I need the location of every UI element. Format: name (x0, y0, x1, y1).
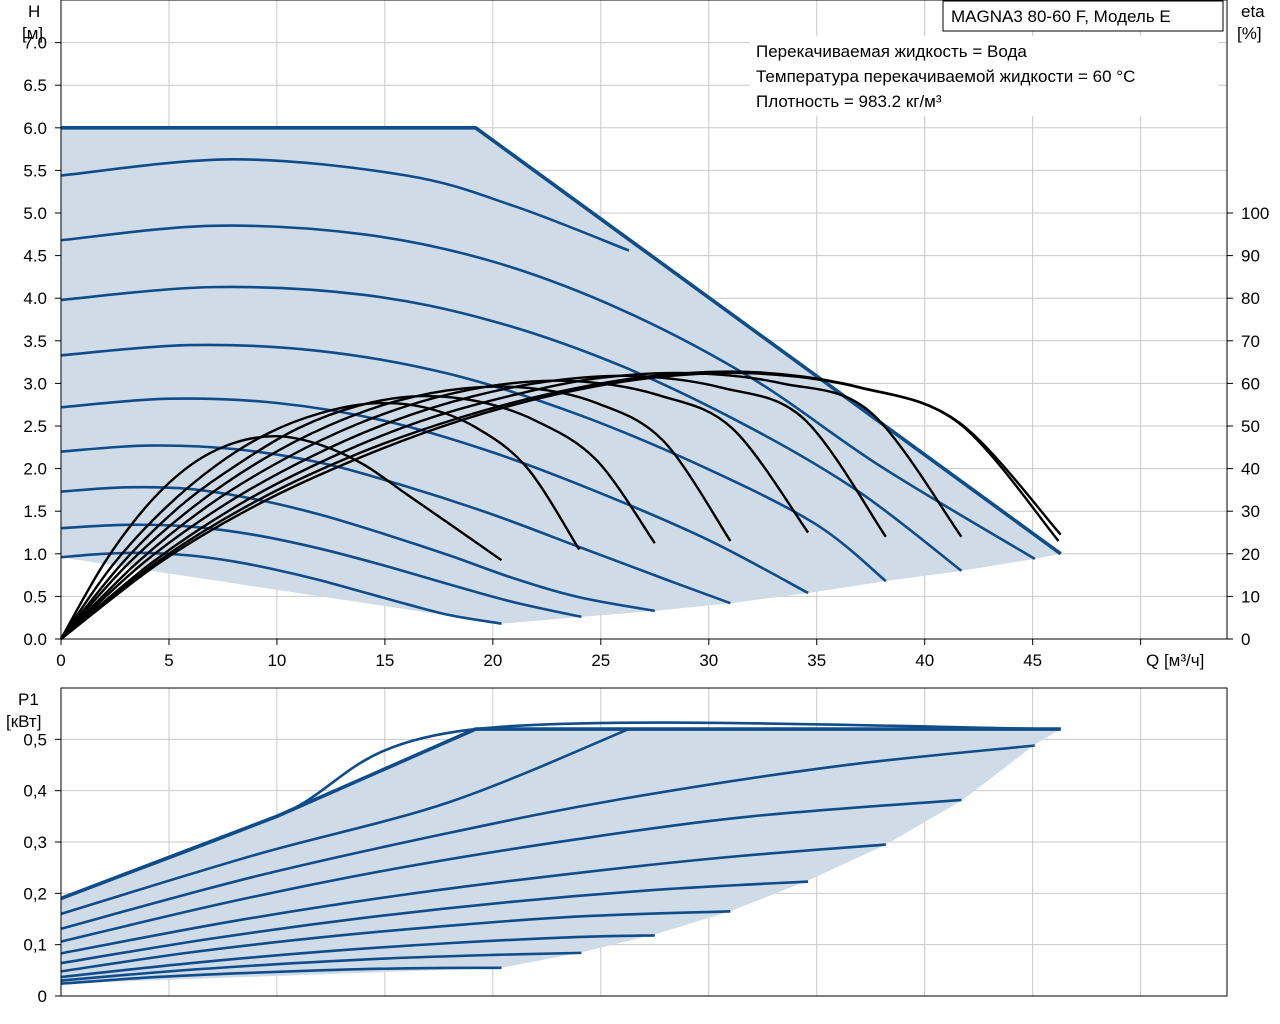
efficiency-curve (60, 370, 1062, 640)
head-chart-axes: 0 5 10 15 20 25 30 35 40 45 0.0 0.5 1.0 1.5 2.0 2.5 3.0 3… (23, 34, 1269, 670)
head-curve (60, 444, 731, 605)
efficiency-curve (60, 371, 963, 640)
y-tick-label: 5.0 (23, 204, 47, 223)
y2-tick-label: 40 (1241, 460, 1260, 479)
x-tick-label: 30 (699, 651, 718, 670)
power-curve (60, 951, 582, 982)
power-operating-area (61, 729, 1061, 984)
head-curve (60, 485, 656, 613)
y-tick-label: 4.0 (23, 289, 47, 308)
y-tick-label: 0.0 (23, 630, 47, 649)
chart-title-box: MAGNA3 80-60 F, Модель E (942, 0, 1224, 32)
power-curve (60, 934, 655, 979)
power-curve (60, 727, 630, 916)
fluid-info-box: Перекачиваемая жидкость = Вода Температу… (750, 36, 1218, 116)
density-annotation: Плотность = 983.2 кг/м³ (756, 92, 942, 111)
power-curve (60, 910, 731, 973)
head-curve (60, 158, 630, 252)
power-axis-label: P1 (18, 690, 39, 709)
head-envelope-curve (61, 126, 1062, 556)
y-tick-label: 1.0 (23, 545, 47, 564)
efficiency-curve (60, 401, 581, 640)
y-tick-label: 3.0 (23, 374, 47, 393)
y-tick-label: 6.0 (23, 119, 47, 138)
flow-axis-label: Q [м³/ч] (1146, 651, 1204, 670)
efficiency-curve (60, 374, 887, 640)
y-tick-label: 0.5 (23, 587, 47, 606)
chart-title: MAGNA3 80-60 F, Модель E (951, 7, 1171, 26)
x-tick-label: 25 (591, 651, 610, 670)
y2-tick-label: 50 (1241, 417, 1260, 436)
efficiency-axis-unit: [%] (1237, 24, 1262, 43)
power-curve (60, 798, 962, 943)
x-tick-label: 40 (915, 651, 934, 670)
y2-tick-label: 80 (1241, 289, 1260, 308)
y-tick-label: 2.5 (23, 417, 47, 436)
power-curve (60, 880, 809, 965)
y-tick-label: 5.5 (23, 161, 47, 180)
power-tick-label: 0,2 (23, 884, 47, 903)
head-curve (60, 285, 963, 572)
power-tick-label: 0,5 (23, 730, 47, 749)
y-tick-label: 6.5 (23, 76, 47, 95)
y2-tick-label: 0 (1241, 630, 1250, 649)
y2-tick-label: 90 (1241, 247, 1260, 266)
y-tick-label: 1.5 (23, 502, 47, 521)
x-tick-label: 5 (164, 651, 173, 670)
power-tick-label: 0,4 (23, 782, 47, 801)
head-operating-region (61, 127, 1061, 624)
y2-tick-label: 60 (1241, 374, 1260, 393)
efficiency-axis-label: eta (1241, 2, 1265, 21)
power-axis-unit: [кВт] (6, 712, 41, 731)
x-tick-label: 45 (1023, 651, 1042, 670)
y-tick-label: 7.0 (23, 34, 47, 53)
power-curve (60, 744, 1035, 931)
head-curves (60, 126, 1062, 625)
y2-tick-label: 30 (1241, 502, 1260, 521)
efficiency-curve (60, 385, 732, 640)
y-tick-label: 2.0 (23, 460, 47, 479)
x-tick-label: 15 (375, 651, 394, 670)
head-curve (60, 224, 1036, 561)
power-chart-axes: 0 0,1 0,2 0,3 0,4 0,5 (23, 730, 61, 1006)
temperature-annotation: Температура перекачиваемой жидкости = 60… (756, 67, 1135, 86)
fluid-annotation: Перекачиваемая жидкость = Вода (756, 42, 1027, 61)
power-curve (60, 966, 502, 985)
head-curve (60, 551, 502, 625)
x-tick-label: 35 (807, 651, 826, 670)
power-operating-region (61, 729, 1061, 984)
x-tick-label: 0 (56, 651, 65, 670)
efficiency-curves (59, 370, 1062, 640)
y-tick-label: 4.5 (23, 247, 47, 266)
head-curve (60, 397, 809, 595)
head-operating-area (61, 127, 1061, 624)
power-envelope-curve (60, 727, 1061, 901)
power-tick-label: 0,3 (23, 833, 47, 852)
head-curve (60, 523, 582, 619)
y2-tick-label: 70 (1241, 332, 1260, 351)
power-curve (60, 843, 886, 955)
head-axis-unit: [м] (22, 24, 43, 43)
power-tick-label: 0 (38, 987, 47, 1006)
efficiency-curve (60, 379, 810, 640)
x-tick-label: 10 (267, 651, 286, 670)
head-axis-label: H (28, 2, 40, 21)
power-tick-label: 0,1 (23, 936, 47, 955)
efficiency-curve (60, 394, 656, 640)
power-curves (60, 721, 1061, 985)
efficiency-curve (59, 435, 503, 640)
head-chart-frame (60, 0, 1228, 640)
y2-tick-label: 100 (1241, 204, 1269, 223)
y-tick-label: 3.5 (23, 332, 47, 351)
x-tick-label: 20 (483, 651, 502, 670)
y2-tick-label: 20 (1241, 545, 1260, 564)
y2-tick-label: 10 (1241, 587, 1260, 606)
